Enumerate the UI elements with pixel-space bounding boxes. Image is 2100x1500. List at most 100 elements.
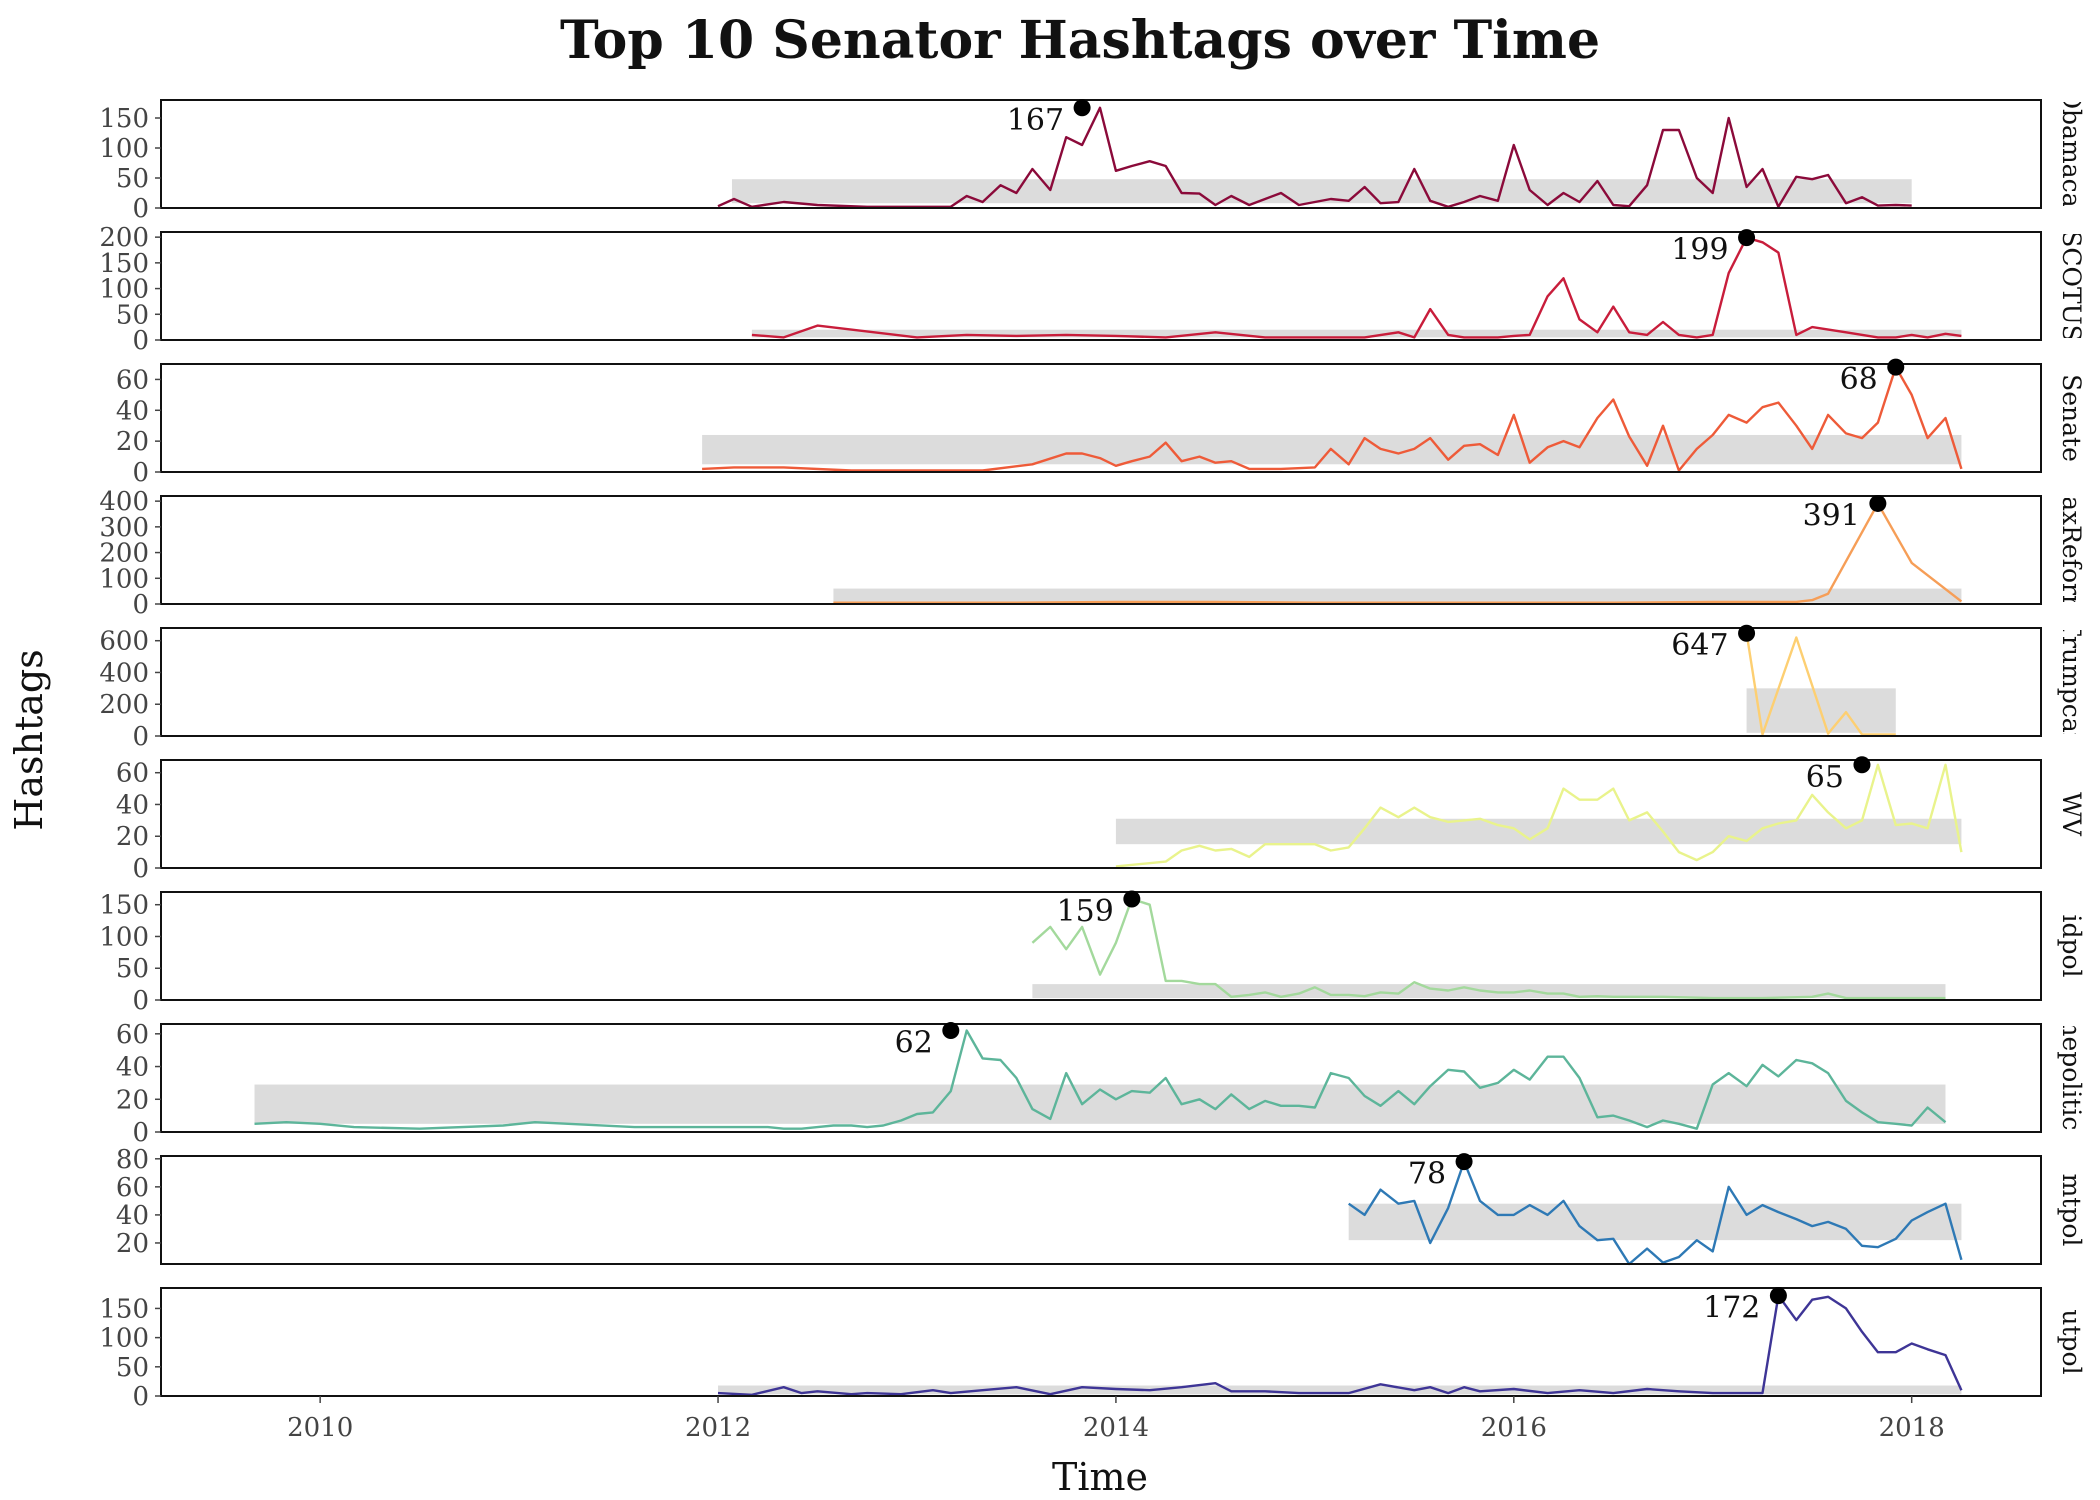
peak-marker [1455, 1153, 1473, 1171]
peak-label: 62 [895, 1026, 933, 1061]
range-band [751, 329, 1962, 338]
y-tick-label: 0 [132, 1118, 149, 1148]
series-line-mepolitics [254, 1029, 1947, 1130]
panel-border [160, 1023, 2042, 1133]
panel-border [160, 627, 2042, 737]
panel-border [160, 363, 2042, 473]
y-tick-label: 20 [116, 1085, 149, 1115]
y-tick-label: 40 [116, 1201, 149, 1231]
y-tick-label: 0 [132, 722, 149, 752]
y-tick-label: 400 [99, 487, 149, 517]
series-line-idpol [1031, 897, 1946, 1000]
y-tick-label: 60 [116, 1173, 149, 1203]
y-tick-label: 100 [99, 134, 149, 164]
peak-marker [1738, 624, 1756, 642]
y-tick-label: 100 [99, 564, 149, 594]
y-tick-label: 300 [99, 513, 149, 543]
range-band [833, 588, 1962, 603]
peak-label: 172 [1703, 1291, 1760, 1326]
panel-border [160, 231, 2042, 341]
range-band [1115, 818, 1962, 845]
x-tick-label: 2016 [1481, 1413, 1547, 1443]
range-band [1348, 1203, 1962, 1241]
y-tick-label: 0 [132, 590, 149, 620]
y-tick-label: 60 [116, 759, 149, 789]
strip-label-Senate: Senate [2057, 374, 2086, 462]
series-line-Trumpcare [1745, 633, 1896, 736]
x-axis: 2010 2012 2014 2016 2018 [287, 1396, 1945, 1443]
y-axis-label: Hashtags [7, 649, 51, 831]
peak-label: 647 [1671, 628, 1728, 663]
panel-border [160, 99, 2042, 209]
strip-label-WV: WV [2057, 792, 2086, 837]
strip-label-mepolitics: mepolitics [2057, 1013, 2086, 1143]
strip-label-idpol: idpol [2057, 914, 2086, 977]
y-tick-label: 50 [116, 164, 149, 194]
y-tick-label: 200 [99, 539, 149, 569]
strip-label-Obamacare: Obamacar [2057, 89, 2086, 220]
y-tick-label: 150 [99, 891, 149, 921]
panel-border [160, 495, 2042, 605]
peak-marker [1073, 99, 1091, 117]
peak-marker [1738, 229, 1756, 247]
strip-label-Trumpcare: Trumpcar [2057, 619, 2086, 744]
y-tick-label: 150 [99, 104, 149, 134]
strip-label-mtpol: mtpol [2057, 1174, 2086, 1247]
range-band [254, 1084, 1946, 1124]
y-tick-label: 150 [99, 249, 149, 279]
strip-label-TaxReform: TaxReform [2057, 481, 2086, 619]
x-tick-label: 2014 [1083, 1413, 1149, 1443]
y-tick-label: 150 [99, 1294, 149, 1324]
y-tick-label: 50 [116, 300, 149, 330]
y-tick-label: 0 [132, 326, 149, 356]
y-tick-label: 100 [99, 275, 149, 305]
series-line-WV [1115, 763, 1963, 868]
peak-marker [1123, 890, 1141, 908]
y-tick-label: 40 [116, 1053, 149, 1083]
series-line-Obamacare [717, 106, 1912, 209]
y-tick-label: 0 [132, 1382, 149, 1412]
series-line-TaxReform [833, 502, 1963, 604]
strip-label-SCOTUS: SCOTUS [2057, 230, 2086, 342]
y-tick-label: 200 [99, 690, 149, 720]
peak-marker [1869, 494, 1887, 512]
panel-border [160, 1287, 2042, 1397]
y-tick-label: 200 [99, 223, 149, 253]
y-tick-label: 50 [116, 1353, 149, 1383]
peak-marker [1887, 358, 1905, 376]
y-tick-label: 400 [99, 658, 149, 688]
peak-marker [942, 1022, 960, 1040]
panel-border [160, 891, 2042, 1001]
series-line-mtpol [1348, 1160, 1963, 1266]
y-tick-label: 0 [132, 194, 149, 224]
y-tick-label: 0 [132, 458, 149, 488]
peak-label: 199 [1671, 233, 1728, 268]
y-tick-label: 60 [116, 365, 149, 395]
y-tick-label: 60 [116, 1020, 149, 1050]
x-tick-label: 2012 [685, 1413, 751, 1443]
peak-label: 167 [1007, 103, 1064, 138]
peak-label: 65 [1806, 760, 1844, 795]
y-tick-label: 50 [116, 954, 149, 984]
y-tick-label: 20 [116, 1229, 149, 1259]
y-tick-label: 100 [99, 1324, 149, 1354]
peak-marker [1769, 1287, 1787, 1305]
peak-label: 68 [1840, 362, 1878, 397]
y-tick-label: 40 [116, 790, 149, 820]
y-tick-label: 100 [99, 922, 149, 952]
peak-marker [1853, 756, 1871, 774]
peak-label: 159 [1057, 894, 1114, 929]
x-axis-label: Time [1052, 1455, 1148, 1499]
x-tick-label: 2010 [287, 1413, 353, 1443]
